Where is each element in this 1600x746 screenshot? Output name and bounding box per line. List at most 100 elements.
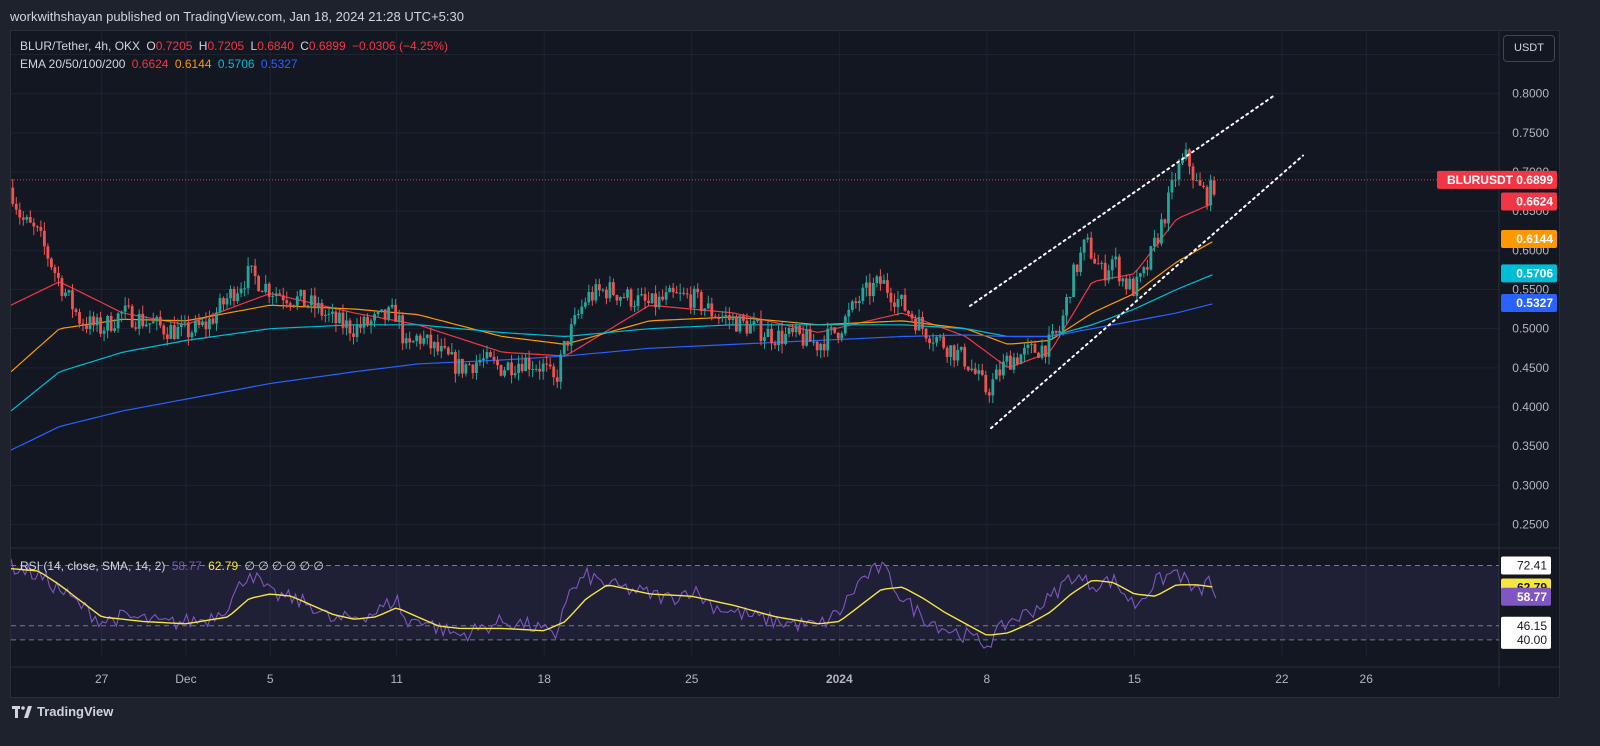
candle-body — [446, 347, 450, 355]
candle-body — [671, 287, 675, 293]
candle-body — [278, 293, 282, 296]
candle-body — [861, 287, 865, 301]
candle-body — [1184, 149, 1188, 159]
time-tick-label: 22 — [1275, 672, 1289, 686]
ema200-value: 0.5327 — [260, 57, 298, 71]
candle — [432, 341, 436, 357]
candle-body — [608, 282, 612, 299]
currency-button[interactable]: USDT — [1503, 35, 1555, 62]
candle — [605, 286, 608, 305]
candle — [186, 315, 190, 346]
candle-body — [1212, 180, 1216, 195]
candle — [819, 342, 823, 359]
candle-body — [369, 320, 373, 326]
candle — [801, 326, 805, 349]
chart-panel[interactable]: 0.85000.80000.75000.70000.65000.60000.55… — [10, 30, 1560, 698]
candle — [313, 287, 317, 318]
candle — [316, 296, 320, 314]
candle-body — [148, 323, 152, 325]
candle-body — [492, 356, 496, 360]
candle-body — [991, 379, 995, 396]
candle — [987, 388, 991, 403]
candle — [71, 284, 74, 318]
candle-body — [826, 328, 830, 351]
candle-body — [770, 328, 773, 344]
candle-body — [186, 322, 190, 338]
candle — [566, 340, 570, 351]
candle — [1061, 309, 1065, 336]
candle-body — [134, 327, 138, 329]
candle — [1121, 277, 1125, 287]
candle — [826, 322, 830, 357]
candle — [1202, 181, 1205, 189]
candle — [264, 274, 268, 294]
candle-body — [977, 370, 981, 374]
price-tick-label: 0.8000 — [1512, 87, 1549, 101]
candle-body — [1005, 355, 1009, 362]
candle — [485, 345, 489, 365]
candle — [1163, 218, 1167, 228]
candle-body — [531, 369, 535, 371]
candle — [253, 258, 257, 285]
candle — [362, 314, 366, 335]
candle — [309, 288, 313, 313]
tradingview-brand[interactable]: TradingView — [12, 704, 113, 719]
candle-body — [172, 325, 176, 339]
candle — [496, 356, 499, 370]
candle-body — [1195, 180, 1198, 182]
candle-body — [1202, 185, 1205, 188]
candle — [436, 334, 440, 356]
candle-body — [408, 338, 412, 343]
candle-body — [345, 320, 348, 328]
candle-body — [222, 298, 225, 305]
candle-body — [162, 325, 166, 335]
candle-body — [896, 299, 900, 307]
symbol-label[interactable]: BLUR/Tether, 4h, OKX — [20, 39, 141, 53]
candle-body — [102, 330, 106, 334]
candle — [85, 316, 88, 334]
candle-body — [970, 368, 974, 371]
ema-label[interactable]: EMA 20/50/100/200 — [20, 57, 126, 71]
candle-body — [921, 316, 924, 329]
candle — [14, 196, 18, 215]
candle-body — [309, 295, 313, 306]
ema50-value: 0.6144 — [174, 57, 212, 71]
candle — [404, 333, 408, 349]
price-tick-label: 0.3500 — [1512, 439, 1549, 453]
candle-body — [791, 327, 794, 333]
candle — [176, 318, 180, 340]
candle — [397, 309, 401, 329]
candle-body — [165, 334, 169, 339]
candle-body — [836, 332, 840, 339]
candle — [366, 313, 369, 328]
rsi-label[interactable]: RSI (14, close, SMA, 14, 2) — [20, 559, 166, 573]
candle — [1138, 272, 1142, 283]
candle-body — [713, 316, 717, 318]
candle-body — [1037, 352, 1040, 358]
candle-body — [92, 316, 95, 326]
candle-body — [411, 341, 415, 343]
candle-body — [661, 296, 665, 300]
candle — [752, 312, 756, 332]
candle-body — [822, 343, 826, 351]
candle-body — [1198, 180, 1202, 186]
candle — [46, 243, 50, 267]
candle-body — [879, 276, 882, 284]
candle-body — [106, 315, 110, 331]
candle-body — [1114, 256, 1118, 260]
candle-body — [689, 294, 693, 308]
candle — [555, 369, 559, 388]
candle — [998, 360, 1002, 382]
candle — [418, 333, 422, 350]
candle-body — [1145, 267, 1149, 270]
candle — [671, 282, 675, 298]
candle-body — [840, 333, 844, 339]
candle-body — [980, 370, 984, 375]
candle-body — [348, 320, 352, 334]
candle — [1124, 274, 1128, 295]
candle — [106, 314, 110, 339]
price-tick-label: 0.4500 — [1512, 361, 1549, 375]
candle-body — [1138, 273, 1142, 277]
chart-canvas[interactable]: 0.85000.80000.75000.70000.65000.60000.55… — [11, 31, 1559, 697]
candle — [302, 289, 306, 307]
